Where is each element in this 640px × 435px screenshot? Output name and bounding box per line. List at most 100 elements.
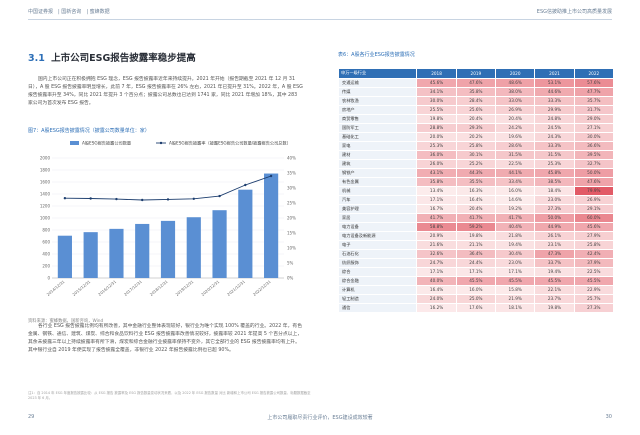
rate-cell: 27.3% xyxy=(573,302,615,313)
rate-cell: 20.2% xyxy=(455,131,497,142)
rate-cell: 57.6% xyxy=(573,77,615,88)
y-left-tick-label: 0 xyxy=(47,275,50,280)
y-right-tick-label: 15% xyxy=(287,230,296,235)
rate-cell: 30.1% xyxy=(455,149,497,160)
bar xyxy=(212,210,227,278)
rate-cell: 17.1% xyxy=(416,194,457,205)
rate-cell: 19.8% xyxy=(455,230,497,241)
table-row: 商贸零售 19.8% 20.4% 20.4% 24.8% 29.0% xyxy=(337,113,615,124)
line-point xyxy=(141,198,144,202)
rate-cell: 48.6% xyxy=(495,77,536,88)
rate-cell: 33.4% xyxy=(495,176,536,187)
rate-cell: 30.0% xyxy=(573,131,615,142)
rate-cell: 14.6% xyxy=(495,194,536,205)
bar xyxy=(238,189,253,278)
table-row: 国防军工 28.8% 29.3% 24.2% 24.5% 27.1% xyxy=(337,122,615,133)
rate-cell: 35.8% xyxy=(455,86,497,97)
bar xyxy=(264,173,279,278)
y-left-tick-label: 800 xyxy=(42,227,50,232)
industry-name-cell: 交通运输 xyxy=(337,77,418,88)
column-header-year: 2021 xyxy=(534,68,575,79)
rate-cell: 25.7% xyxy=(573,293,615,304)
line-point xyxy=(63,197,67,200)
rate-cell: 23.1% xyxy=(534,239,575,250)
rate-cell: 28.4% xyxy=(455,95,497,106)
industry-name-cell: 基础化工 xyxy=(337,131,418,142)
table-row: 美容护理 16.7% 20.4% 19.2% 27.3% 29.1% xyxy=(337,203,615,214)
rate-cell: 26.9% xyxy=(495,104,536,115)
y-left-tick-label: 1200 xyxy=(40,203,51,208)
legend-bar-label: A股ESG报告披露公司数量 xyxy=(82,140,131,147)
legend-bar-swatch xyxy=(70,141,79,145)
rate-cell: 36.0% xyxy=(416,149,457,160)
rate-cell: 79.9% xyxy=(573,185,615,196)
industry-name-cell: 纺织服饰 xyxy=(337,257,418,268)
y-left-tick-label: 200 xyxy=(42,263,50,268)
rate-cell: 24.2% xyxy=(495,122,536,133)
x-tick-label: 2018/12/31 xyxy=(149,279,169,297)
table-row: 传媒 34.1% 35.8% 38.0% 44.6% 47.7% xyxy=(337,86,615,97)
y-right-tick-label: 10% xyxy=(287,245,296,250)
rate-cell: 50.0% xyxy=(573,167,615,178)
rate-cell: 47.3% xyxy=(534,248,575,259)
x-tick-label: 2021/12/31 xyxy=(226,279,246,297)
bar xyxy=(109,228,124,278)
table-header-row: 申万一级行业 2018 2019 2020 2021 2022 xyxy=(337,68,615,79)
industry-name-cell: 通信 xyxy=(337,302,418,313)
rate-cell: 17.6% xyxy=(455,302,497,313)
rate-cell: 19.8% xyxy=(534,302,575,313)
table-row: 电力设备及新能源 20.9% 19.8% 21.8% 26.1% 27.9% xyxy=(337,230,615,241)
rate-cell: 22.5% xyxy=(495,158,536,169)
column-header-year: 2019 xyxy=(455,68,497,79)
y-left-tick-label: 1000 xyxy=(40,215,51,220)
table-row: 钢铁产 43.1% 44.3% 44.1% 45.8% 50.0% xyxy=(337,167,615,178)
industry-name-cell: 农林牧渔 xyxy=(337,95,418,106)
rate-cell: 19.2% xyxy=(495,203,536,214)
industry-name-cell: 汽车 xyxy=(337,194,418,205)
rate-cell: 19.6% xyxy=(495,131,536,142)
rate-cell: 19.4% xyxy=(495,239,536,250)
footnote: 注1：自 2014 年 ESG 年度报告披露比较：从 ESG 报告 披露率及 E… xyxy=(28,391,311,400)
bar xyxy=(160,220,176,278)
rate-cell: 16.3% xyxy=(455,185,497,196)
rate-cell: 25.8% xyxy=(573,239,615,250)
chart-legend: A股ESG报告披露公司数量 A股ESG报告披露率（披露ESG报告公司数量/披露报… xyxy=(70,140,291,147)
rate-cell: 44.1% xyxy=(495,167,536,178)
rate-cell: 25.2% xyxy=(455,158,497,169)
y-axis-right: 0% 5% 10% 15% 20% 25% 30% 35% 40% xyxy=(287,155,296,280)
rate-cell: 35.8% xyxy=(416,176,457,187)
y-left-tick-label: 1800 xyxy=(40,167,51,172)
rate-cell: 40.4% xyxy=(495,221,536,232)
bar xyxy=(186,217,201,278)
header-left: 中国证券报 | 国新咨询 | 蜜蜂数据 xyxy=(28,9,110,15)
page-number-right: 30 xyxy=(605,414,612,420)
industry-name-cell: 有色金属 xyxy=(337,176,418,187)
line-point xyxy=(269,174,273,178)
rate-cell: 42.4% xyxy=(573,248,615,259)
rate-cell: 32.7% xyxy=(573,158,615,169)
industry-name-cell: 电力设备 xyxy=(337,221,418,232)
line-series xyxy=(63,174,273,202)
table-row: 综合金融 40.0% 45.5% 45.5% 45.5% 45.5% xyxy=(337,275,615,286)
rate-cell: 16.4% xyxy=(455,194,497,205)
table-row: 石油石化 32.6% 36.4% 30.4% 47.3% 42.4% xyxy=(337,248,615,259)
line-point xyxy=(166,198,170,201)
y-left-tick-label: 600 xyxy=(42,239,50,244)
rate-cell: 25.3% xyxy=(534,158,575,169)
rate-cell: 29.0% xyxy=(573,113,615,124)
line-point xyxy=(218,194,221,198)
rate-cell: 41.7% xyxy=(455,212,497,223)
industry-name-cell: 计算机 xyxy=(337,284,418,295)
bar xyxy=(135,223,150,278)
industry-name-cell: 建筑 xyxy=(337,158,418,169)
rate-cell: 36.4% xyxy=(455,248,497,259)
rate-cell: 25.5% xyxy=(416,104,457,115)
rate-cell: 26.9% xyxy=(573,194,615,205)
x-tick-label: 2017/12/31 xyxy=(123,279,143,297)
disclosure-chart: A股ESG报告披露公司数量 A股ESG报告披露率（披露ESG报告公司数量/披露报… xyxy=(28,136,304,318)
rate-cell: 59.2% xyxy=(455,221,497,232)
industry-name-cell: 石油石化 xyxy=(337,248,418,259)
rate-cell: 15.8% xyxy=(495,284,536,295)
rate-cell: 41.7% xyxy=(495,212,536,223)
rate-cell: 31.5% xyxy=(534,149,575,160)
